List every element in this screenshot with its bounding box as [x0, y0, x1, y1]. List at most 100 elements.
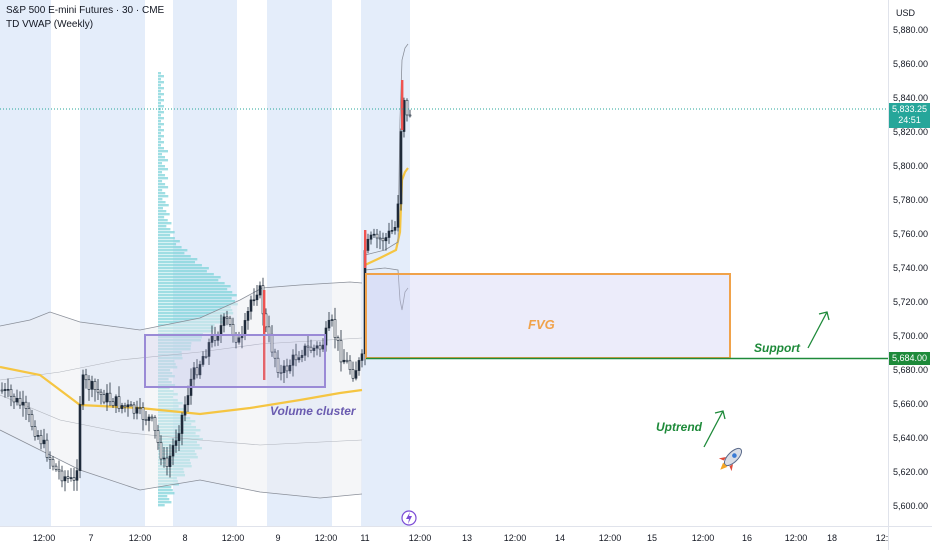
candle [195, 359, 199, 379]
profile-bar [158, 120, 161, 123]
candle [225, 310, 229, 326]
candle [81, 369, 85, 411]
fvg-zone[interactable] [365, 273, 731, 359]
time-axis-label: 18 [826, 533, 838, 543]
profile-bar [158, 219, 168, 222]
profile-bar [158, 204, 169, 207]
price-axis-label: 5,860.00 [892, 59, 928, 69]
profile-bar [158, 252, 185, 255]
profile-bar [158, 222, 172, 225]
candle [60, 465, 64, 488]
profile-bar [158, 141, 164, 144]
candle [306, 334, 310, 358]
candle [141, 402, 145, 431]
profile-bar [158, 489, 173, 492]
price-axis-label: 5,700.00 [892, 331, 928, 341]
profile-bar [158, 285, 231, 288]
chart-title: S&P 500 E-mini Futures · 30 · CME [6, 5, 165, 16]
candle [6, 378, 10, 398]
profile-bar [158, 297, 232, 300]
candle [255, 284, 259, 306]
candle [258, 281, 262, 299]
time-axis-label: 13 [461, 533, 473, 543]
candle [24, 395, 28, 420]
profile-bar [158, 84, 161, 87]
time-axis-label: 12:00 [221, 533, 245, 543]
candle [9, 384, 13, 407]
currency-label[interactable]: USD [896, 8, 916, 18]
candle [30, 409, 34, 431]
profile-bar [158, 75, 164, 78]
profile-bar [158, 273, 214, 276]
candle [171, 438, 175, 466]
candle [300, 349, 304, 363]
candle [159, 435, 163, 466]
candle [384, 232, 388, 251]
candle [396, 194, 400, 232]
profile-bar [158, 186, 169, 189]
candle [360, 349, 364, 368]
time-axis-label: 12:00 [784, 533, 808, 543]
last-price-tag: 5,833.25 24:51 [889, 103, 930, 128]
profile-bar [158, 225, 167, 228]
candle [198, 360, 202, 379]
vwap-line [0, 365, 363, 416]
candle [399, 128, 403, 211]
profile-bar [158, 231, 175, 234]
candle [126, 399, 130, 417]
candle [228, 315, 232, 327]
profile-bar [158, 81, 164, 84]
candle [105, 384, 109, 412]
candle [318, 341, 322, 357]
vwap-inner-upper [0, 337, 363, 381]
candle [201, 351, 205, 367]
bar-countdown: 24:51 [898, 115, 921, 125]
price-axis-label: 5,840.00 [892, 93, 928, 103]
time-axis-label: 9 [275, 533, 281, 543]
price-axis-label: 5,680.00 [892, 365, 928, 375]
drawings [0, 108, 888, 526]
candle [366, 233, 370, 254]
candle [174, 429, 178, 453]
profile-bar [158, 276, 221, 279]
candle [66, 470, 70, 483]
profile-bar [158, 240, 180, 243]
candle [342, 349, 346, 365]
vwap-lower-band-new-week [364, 267, 409, 311]
candle [12, 393, 16, 409]
candle [303, 343, 307, 361]
candle [369, 231, 373, 245]
time-axis-label: 12:00 [408, 533, 432, 543]
profile-bar [158, 246, 182, 249]
profile-bar [158, 210, 167, 213]
candle [135, 400, 139, 420]
profile-bar [158, 183, 166, 186]
uptrend-label: Uptrend [656, 420, 702, 434]
candle [339, 329, 343, 372]
profile-bar [158, 486, 172, 489]
profile-bar [158, 261, 196, 264]
price-axis-label: 5,660.00 [892, 399, 928, 409]
candle-bearish [401, 80, 404, 130]
candle [84, 368, 88, 389]
candle [183, 396, 187, 422]
volume-cluster-box[interactable] [144, 334, 326, 388]
candle [39, 429, 43, 450]
candle [354, 361, 358, 381]
candle [207, 338, 211, 366]
price-axis-label: 5,780.00 [892, 195, 928, 205]
support-price-tag: 5,684.00 [889, 352, 930, 365]
profile-bar [158, 192, 166, 195]
candle [54, 463, 58, 472]
vwap-line-new-week [364, 167, 409, 266]
profile-bar [158, 270, 207, 273]
price-axis-label: 5,740.00 [892, 263, 928, 273]
profile-bar [158, 156, 166, 159]
candle [117, 386, 121, 413]
profile-bar [158, 162, 163, 165]
lightning-icon[interactable] [401, 510, 417, 526]
candle [42, 428, 46, 449]
candle [375, 229, 379, 249]
candle [276, 350, 280, 378]
